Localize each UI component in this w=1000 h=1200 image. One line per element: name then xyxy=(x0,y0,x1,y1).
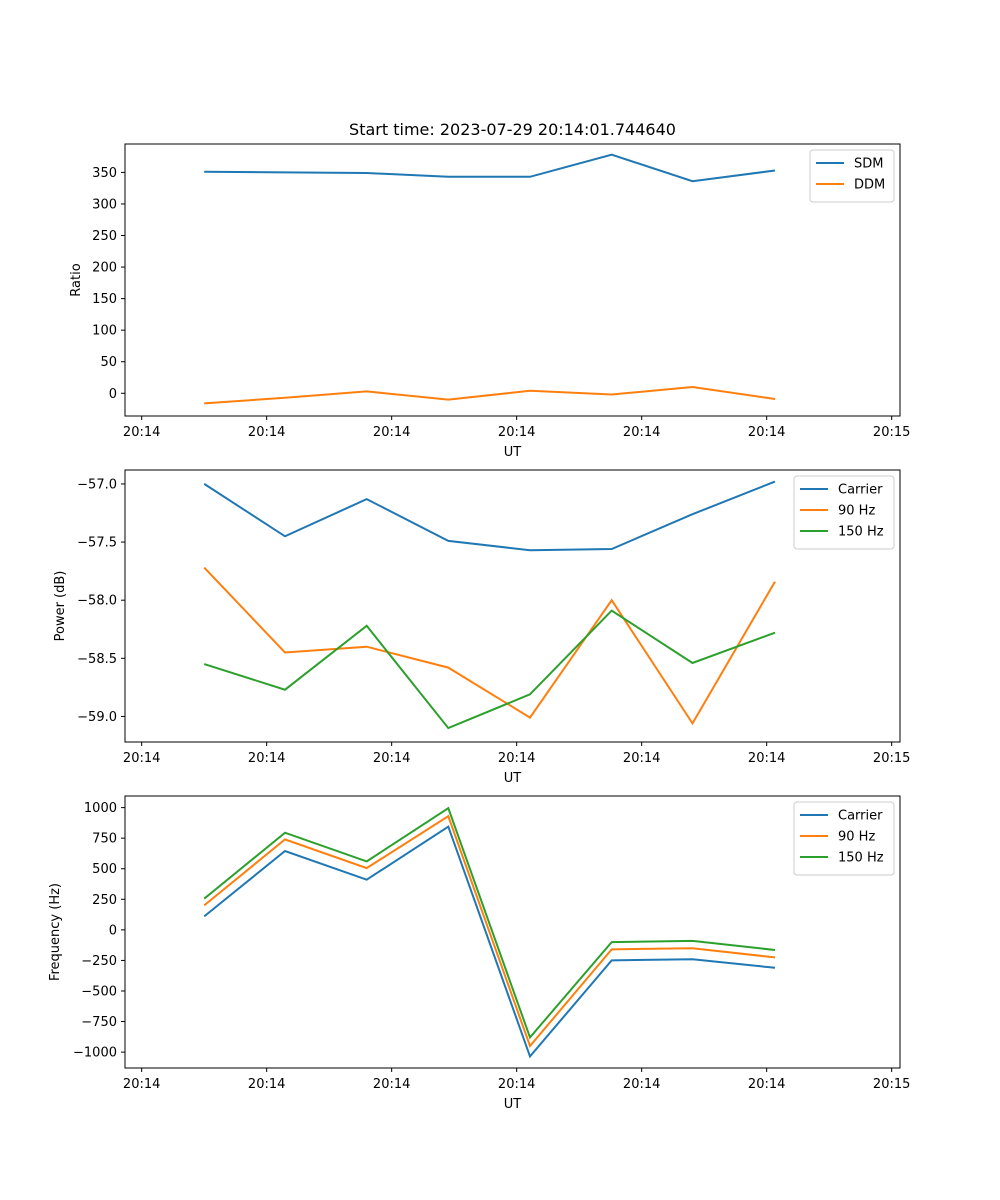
x-axis-label: UT xyxy=(504,445,522,460)
y-tick-label: 500 xyxy=(92,862,117,877)
x-tick-label: 20:14 xyxy=(623,1077,660,1092)
axes-frame xyxy=(124,143,901,417)
series-line-sdm xyxy=(204,153,776,183)
x-tick-label: 20:14 xyxy=(123,1077,160,1092)
y-tick-label: 1000 xyxy=(84,801,117,816)
chart-panel-1: Start time: 2023-07-29 20:14:01.744640 20… xyxy=(69,120,910,460)
x-tick-label: 20:14 xyxy=(373,751,410,766)
y-axis-label: Frequency (Hz) xyxy=(48,883,63,981)
x-tick-label: 20:14 xyxy=(498,425,535,440)
y-tick-label: −57.5 xyxy=(77,536,117,551)
x-tick-label: 20:14 xyxy=(123,751,160,766)
y-axis-label: Power (dB) xyxy=(53,571,68,642)
x-tick-label: 20:14 xyxy=(623,425,660,440)
legend: SDM DDM xyxy=(809,149,895,203)
series-line-ddm xyxy=(204,385,776,405)
y-tick-label: 250 xyxy=(92,229,117,244)
y-tick-label: 350 xyxy=(92,166,117,181)
series-line-carrier xyxy=(203,480,776,552)
y-tick-label: −57.0 xyxy=(77,477,117,492)
legend-label: 90 Hz xyxy=(838,830,875,845)
legend-label: DDM xyxy=(854,178,885,193)
y-tick-label: 50 xyxy=(100,355,117,370)
x-tick-label: 20:14 xyxy=(748,751,785,766)
series-lines xyxy=(203,806,776,1059)
axes-frame xyxy=(124,469,901,743)
y-tick-label: 150 xyxy=(92,292,117,307)
series-lines xyxy=(203,480,776,730)
legend-label: 150 Hz xyxy=(838,851,884,866)
x-tick-label: 20:15 xyxy=(873,751,910,766)
axes-frame xyxy=(124,795,901,1069)
legend-label: Carrier xyxy=(838,483,883,498)
y-tick-label: 100 xyxy=(92,324,117,339)
x-tick-label: 20:14 xyxy=(373,425,410,440)
x-axis-label: UT xyxy=(504,1097,522,1112)
y-tick-label: −58.5 xyxy=(77,652,117,667)
y-tick-label: 0 xyxy=(109,923,117,938)
x-tick-label: 20:14 xyxy=(123,425,160,440)
y-tick-label: 250 xyxy=(92,893,117,908)
x-tick-label: 20:15 xyxy=(873,425,910,440)
y-tick-label: 200 xyxy=(92,261,117,276)
chart-title: Start time: 2023-07-29 20:14:01.744640 xyxy=(349,120,676,139)
y-tick-label: 0 xyxy=(109,387,117,402)
y-tick-label: −500 xyxy=(81,984,117,999)
x-tick-label: 20:14 xyxy=(748,425,785,440)
legend-label: Carrier xyxy=(838,809,883,824)
y-tick-label: 750 xyxy=(92,832,117,847)
y-tick-label: −250 xyxy=(81,954,117,969)
series-line-carrier xyxy=(203,825,776,1059)
x-axis-label: UT xyxy=(504,771,522,786)
series-line-150-hz xyxy=(203,806,776,1040)
x-tick-label: 20:15 xyxy=(873,1077,910,1092)
y-tick-label: −1000 xyxy=(73,1046,117,1061)
x-tick-label: 20:14 xyxy=(498,1077,535,1092)
y-tick-label: −58.0 xyxy=(77,594,117,609)
legend-label: SDM xyxy=(854,157,883,172)
x-tick-label: 20:14 xyxy=(748,1077,785,1092)
x-tick-label: 20:14 xyxy=(248,751,285,766)
x-tick-label: 20:14 xyxy=(623,751,660,766)
x-tick-label: 20:14 xyxy=(498,751,535,766)
y-tick-label: −59.0 xyxy=(77,710,117,725)
series-line-90-hz xyxy=(203,566,776,726)
y-axis-label: Ratio xyxy=(69,263,84,296)
x-tick-label: 20:14 xyxy=(248,1077,285,1092)
series-line-90-hz xyxy=(203,814,776,1048)
legend: Carrier 90 Hz 150 Hz xyxy=(793,475,895,550)
series-line-150-hz xyxy=(203,609,776,730)
x-tick-label: 20:14 xyxy=(248,425,285,440)
chart-panel-2: 20:14 20:14 20:14 20:14 20:14 20:14 20:15 −59.0… xyxy=(53,469,910,786)
y-tick-label: −750 xyxy=(81,1015,117,1030)
legend-label: 90 Hz xyxy=(838,504,875,519)
y-tick-label: 300 xyxy=(92,197,117,212)
chart-panel-3: 20:14 20:14 20:14 20:14 20:14 20:14 20:15 −1000… xyxy=(48,795,910,1112)
legend: Carrier 90 Hz 150 Hz xyxy=(793,801,895,876)
x-tick-label: 20:14 xyxy=(373,1077,410,1092)
legend-label: 150 Hz xyxy=(838,525,884,540)
series-lines xyxy=(204,153,776,405)
